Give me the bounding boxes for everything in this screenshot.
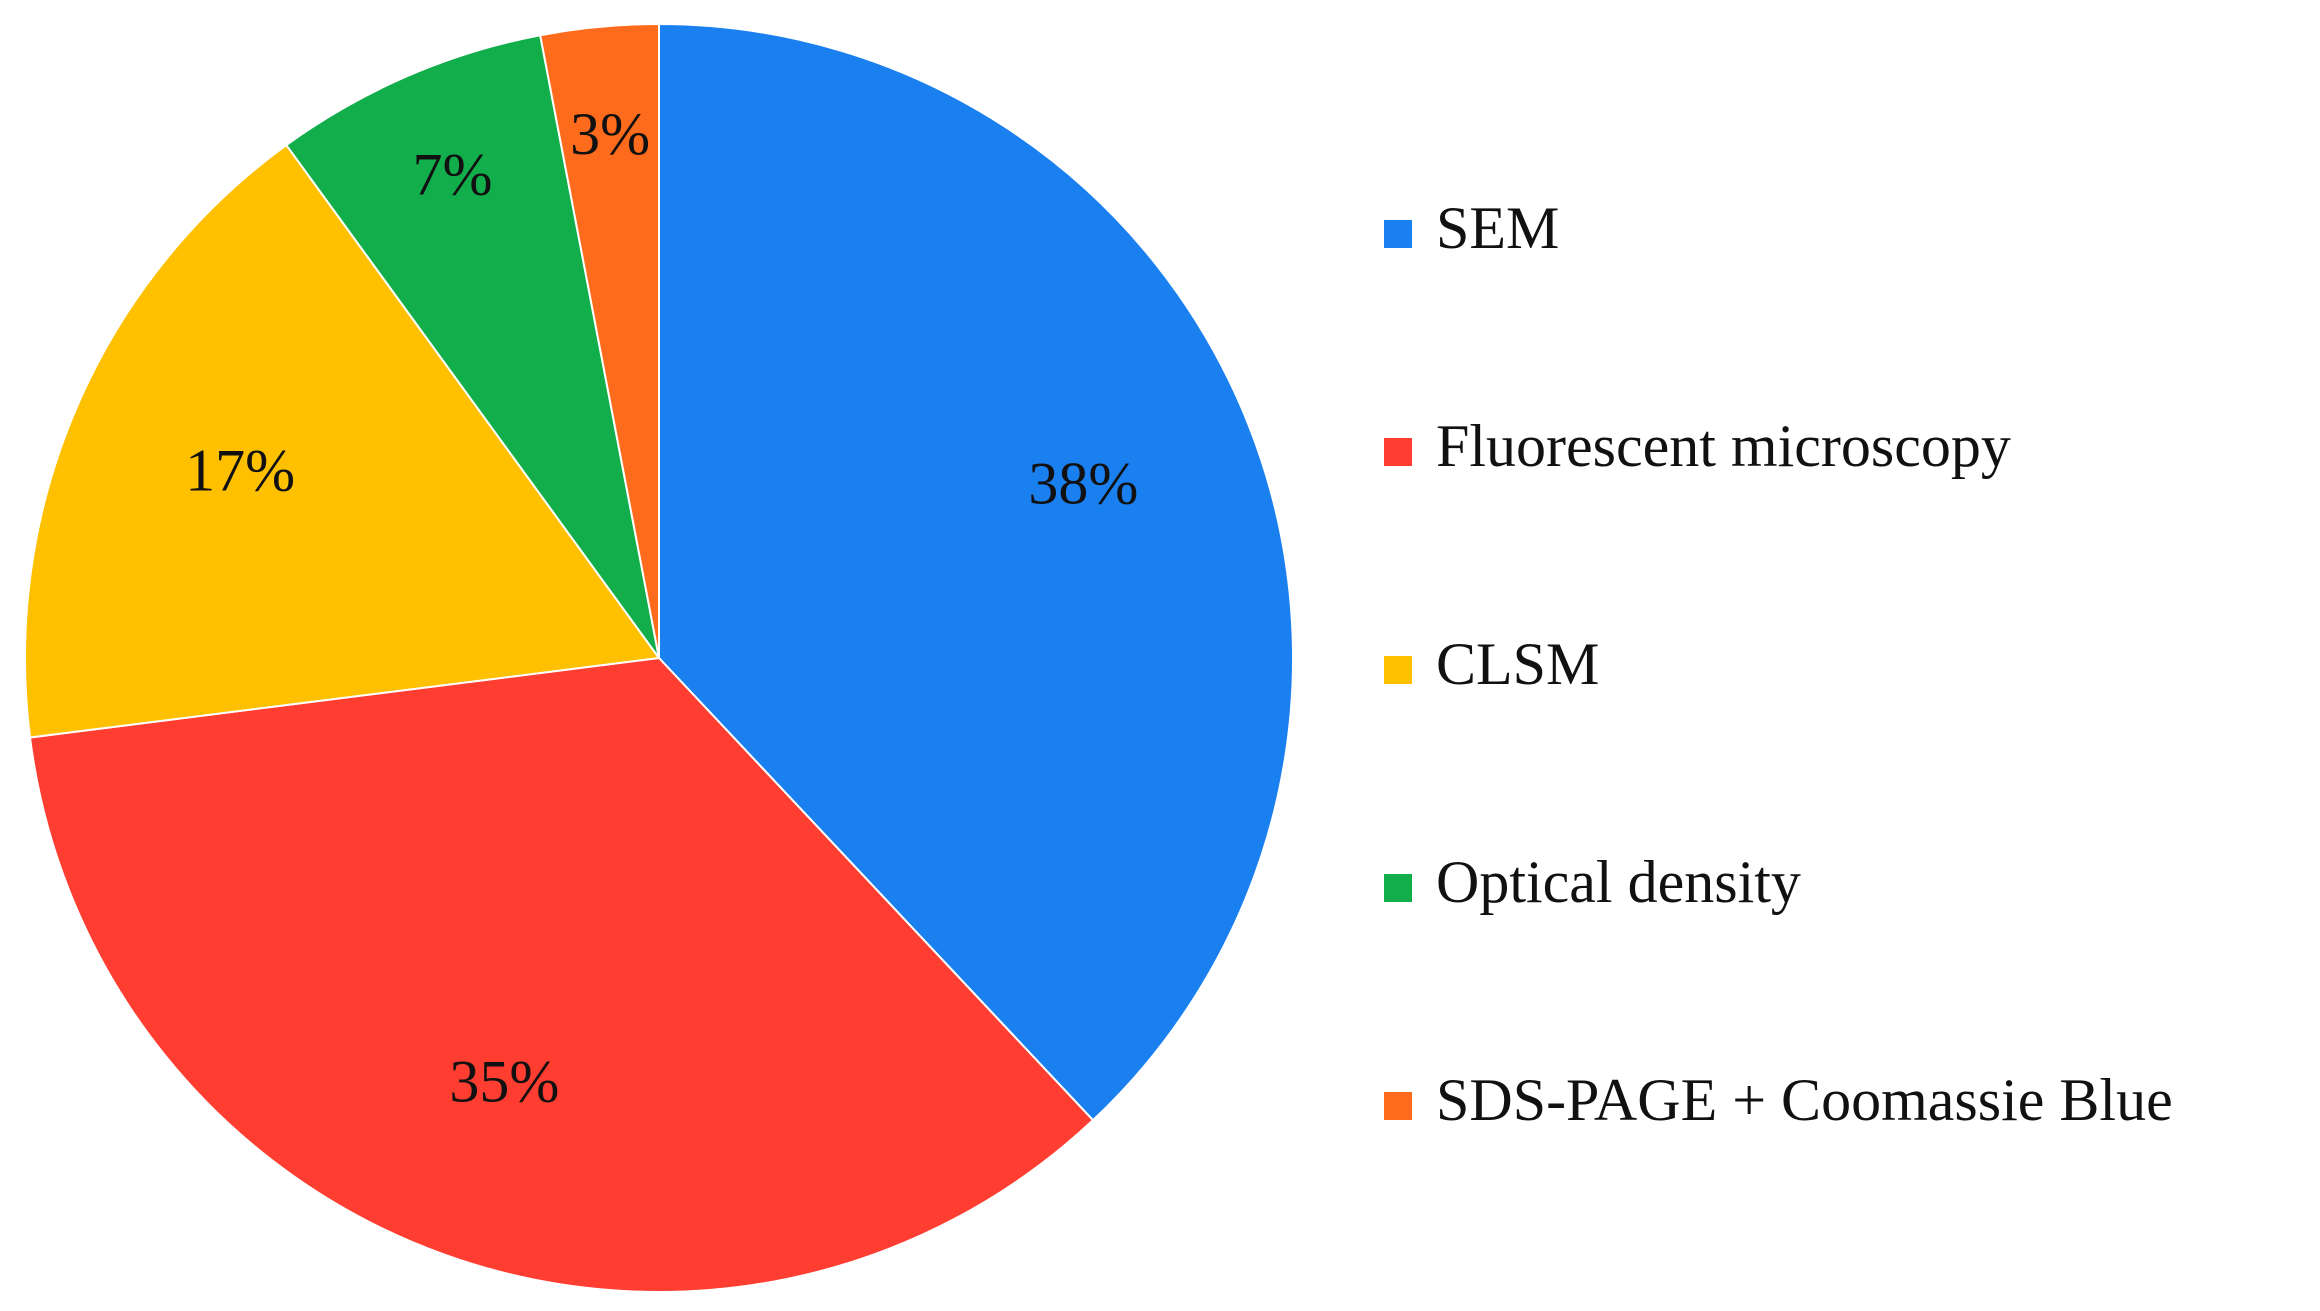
legend-label: CLSM <box>1436 631 1599 697</box>
data-label: 17% <box>185 437 295 503</box>
legend-swatch <box>1384 220 1412 248</box>
data-label: 7% <box>413 142 493 208</box>
legend-swatch <box>1384 438 1412 466</box>
legend-swatch <box>1384 874 1412 902</box>
legend-swatch <box>1384 656 1412 684</box>
data-label: 38% <box>1028 451 1138 517</box>
legend-label: SDS-PAGE + Coomassie Blue <box>1436 1067 2173 1133</box>
pie-slice <box>539 22 660 659</box>
legend-label: Fluorescent microscopy <box>1436 413 2011 479</box>
legend-label: SEM <box>1436 195 1559 261</box>
data-label: 3% <box>570 101 650 167</box>
pie-slice <box>28 656 1095 1294</box>
data-label: 35% <box>449 1048 559 1114</box>
pie-slice <box>24 143 661 739</box>
pie-slice <box>284 34 660 659</box>
pie-slice <box>658 22 1295 1122</box>
legend-swatch <box>1384 1092 1412 1120</box>
legend-label: Optical density <box>1436 849 1801 915</box>
